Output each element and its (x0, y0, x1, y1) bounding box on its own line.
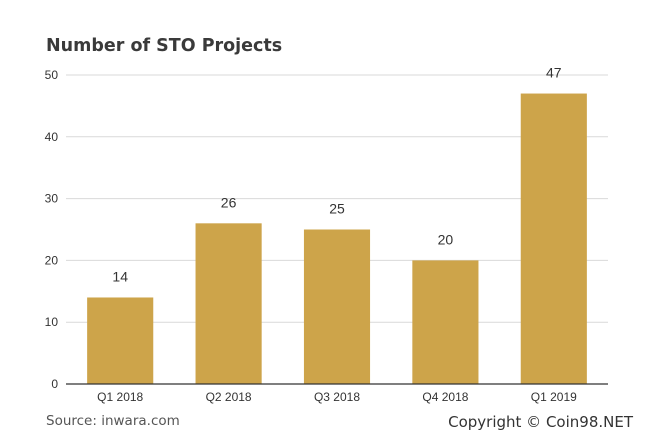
y-tick-label: 40 (45, 130, 59, 144)
data-label: 14 (112, 268, 128, 284)
chart-title: Number of STO Projects (46, 36, 283, 56)
y-tick-label: 50 (45, 68, 59, 82)
bar (195, 223, 262, 384)
bar (87, 297, 154, 384)
bar (520, 93, 587, 384)
y-axis-ticks: 0 10 20 30 40 50 (45, 68, 59, 391)
y-tick-label: 0 (51, 377, 58, 391)
x-tick-label: Q4 2018 (422, 390, 468, 404)
source-note: Source: inwara.com (46, 413, 180, 429)
bars (87, 93, 587, 384)
data-labels: 14 26 25 20 47 (112, 65, 561, 285)
x-tick-label: Q1 2018 (97, 390, 143, 404)
bar (303, 229, 371, 384)
bar (412, 260, 479, 384)
y-tick-label: 20 (45, 253, 59, 267)
data-label: 47 (546, 65, 562, 81)
data-label: 26 (221, 194, 237, 210)
x-tick-label: Q2 2018 (206, 390, 252, 404)
x-axis-ticks: Q1 2018 Q2 2018 Q3 2018 Q4 2018 Q1 2019 (97, 390, 577, 404)
data-label: 20 (438, 231, 454, 247)
copyright-note: Copyright © Coin98.NET (448, 413, 633, 431)
data-label: 25 (329, 201, 345, 217)
x-tick-label: Q1 2019 (531, 390, 577, 404)
y-tick-label: 10 (45, 315, 59, 329)
x-tick-label: Q3 2018 (314, 390, 360, 404)
y-tick-label: 30 (45, 192, 59, 206)
